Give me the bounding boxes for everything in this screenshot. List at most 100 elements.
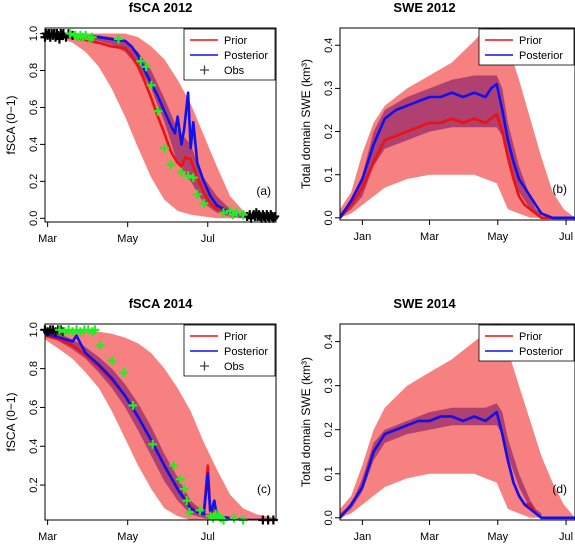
- obs-point-green: [192, 189, 202, 199]
- obs-point-green: [182, 496, 192, 506]
- legend-obs-marker: [200, 65, 209, 75]
- series-line-posterior: [45, 332, 276, 520]
- obs-point-green: [184, 507, 194, 517]
- legend-box: [478, 324, 575, 362]
- legend-label-posterior: Posterior: [519, 346, 563, 358]
- y-tick-label: 0.3: [323, 378, 335, 393]
- obs-point-green: [90, 325, 100, 335]
- obs-point-green: [179, 484, 189, 494]
- prior-band: [45, 329, 276, 520]
- y-tick-label: 0.2: [323, 124, 335, 139]
- y-tick-label: 0.8: [28, 361, 40, 376]
- legend: Prior Posterior Obs: [183, 324, 276, 377]
- obs-point-green: [107, 356, 117, 366]
- y-tick-label: 0.4: [323, 334, 335, 349]
- obs-point-green: [136, 56, 146, 66]
- obs-point-green: [175, 474, 185, 484]
- y-axis-label: fSCA (0−1): [4, 95, 18, 154]
- legend-label-posterior: Posterior: [224, 346, 268, 358]
- plot-area: [340, 28, 575, 220]
- legend-label-posterior: Posterior: [224, 50, 268, 62]
- y-tick-label: 0.4: [28, 439, 40, 454]
- chart-title: fSCA 2012: [129, 0, 193, 15]
- obs-point-green: [119, 368, 129, 378]
- legend-label-posterior: Posterior: [519, 50, 563, 62]
- panel-a: 0.0 0.2 0.4 0.6 0.8 1.0 Mar May Jul fSCA 2012 fSCA…: [4, 0, 280, 245]
- obs-point-green: [219, 208, 228, 218]
- legend: Prior Posterior Obs: [183, 28, 276, 81]
- x-tick-label: Mar: [38, 233, 57, 245]
- x-tick-label: Jan: [354, 531, 372, 543]
- panel-c: 0.2 0.4 0.6 0.8 1.0 Mar May Jul fSCA 2014 fSCA (0…: [4, 296, 278, 543]
- plot-area: [45, 32, 276, 219]
- series-line-posterior: [340, 82, 575, 220]
- obs-point-green: [232, 208, 242, 218]
- x-tick-label: May: [487, 231, 508, 243]
- x-tick-label: Jan: [354, 231, 372, 243]
- series-line-prior: [340, 113, 575, 220]
- legend-obs-marker: [200, 361, 209, 371]
- series-line-posterior: [340, 410, 575, 520]
- obs-point-green: [114, 34, 123, 44]
- plot-frame: [44, 323, 277, 521]
- y-tick-label: 0.4: [323, 38, 335, 53]
- plot-frame: [44, 27, 277, 223]
- panel-label: (b): [552, 182, 567, 196]
- y-tick-label: 0.2: [28, 174, 40, 189]
- x-tick-label: Jul: [201, 531, 215, 543]
- y-tick-label: 0.6: [28, 100, 40, 115]
- obs-point-green: [169, 461, 179, 471]
- y-tick-label: 1.0: [28, 322, 40, 337]
- legend-label-prior: Prior: [519, 331, 543, 343]
- chart-title: SWE 2012: [393, 0, 455, 15]
- legend-label-prior: Prior: [224, 35, 248, 47]
- x-tick-label: Mar: [420, 531, 439, 543]
- obs-point-green: [177, 167, 186, 177]
- legend-label-obs: Obs: [224, 361, 245, 373]
- y-axis-label: Total domain SWE (km³): [299, 357, 313, 487]
- obs-point-green: [65, 29, 75, 39]
- y-tick-label: 0.0: [28, 211, 40, 226]
- panel-b: 0.0 0.1 0.2 0.3 0.4 Jan Mar May Jul SWE 2012 Total…: [299, 0, 575, 243]
- y-tick-label: 0.2: [323, 422, 335, 437]
- obs-point-green: [128, 401, 138, 411]
- plot-area: [340, 324, 575, 520]
- obs-point-green: [238, 210, 248, 220]
- x-tick-label: Mar: [38, 531, 57, 543]
- obs-point-green: [199, 199, 209, 209]
- y-tick-label: 1.0: [28, 26, 40, 41]
- legend: Prior Posterior: [478, 324, 575, 362]
- panel-label: (d): [552, 482, 567, 496]
- obs-point-green: [159, 143, 169, 153]
- panel-label: (c): [257, 482, 271, 496]
- x-tick-label: Jul: [559, 531, 573, 543]
- x-tick-label: Mar: [420, 231, 439, 243]
- y-tick-label: 0.2: [28, 477, 40, 492]
- obs-point-green: [95, 340, 105, 350]
- y-axis-label: fSCA (0−1): [4, 392, 18, 451]
- obs-point-green: [195, 505, 205, 515]
- x-tick-label: Jul: [201, 233, 215, 245]
- obs-point-green: [166, 160, 176, 170]
- y-tick-label: 0.1: [323, 167, 335, 182]
- chart-title: fSCA 2014: [129, 296, 194, 311]
- y-tick-label: 0.0: [323, 210, 335, 225]
- y-tick-label: 0.6: [28, 400, 40, 415]
- legend-label-prior: Prior: [519, 35, 543, 47]
- x-tick-label: May: [117, 233, 138, 245]
- legend-label-prior: Prior: [224, 331, 248, 343]
- panel-d: 0.0 0.1 0.2 0.3 0.4 Jan Mar May Jul SWE 2014 Total…: [299, 296, 575, 543]
- legend: Prior Posterior: [478, 28, 575, 66]
- x-tick-label: Jul: [559, 231, 573, 243]
- chart-title: SWE 2014: [393, 296, 456, 311]
- obs-point-black: [270, 211, 280, 221]
- y-tick-label: 0.8: [28, 63, 40, 78]
- legend-box: [478, 28, 575, 66]
- obs-point-green: [153, 106, 163, 116]
- y-tick-label: 0.0: [323, 510, 335, 525]
- x-tick-label: May: [487, 531, 508, 543]
- obs-point-green: [188, 173, 198, 183]
- plot-frame: [339, 27, 575, 221]
- series-line-prior: [45, 34, 276, 218]
